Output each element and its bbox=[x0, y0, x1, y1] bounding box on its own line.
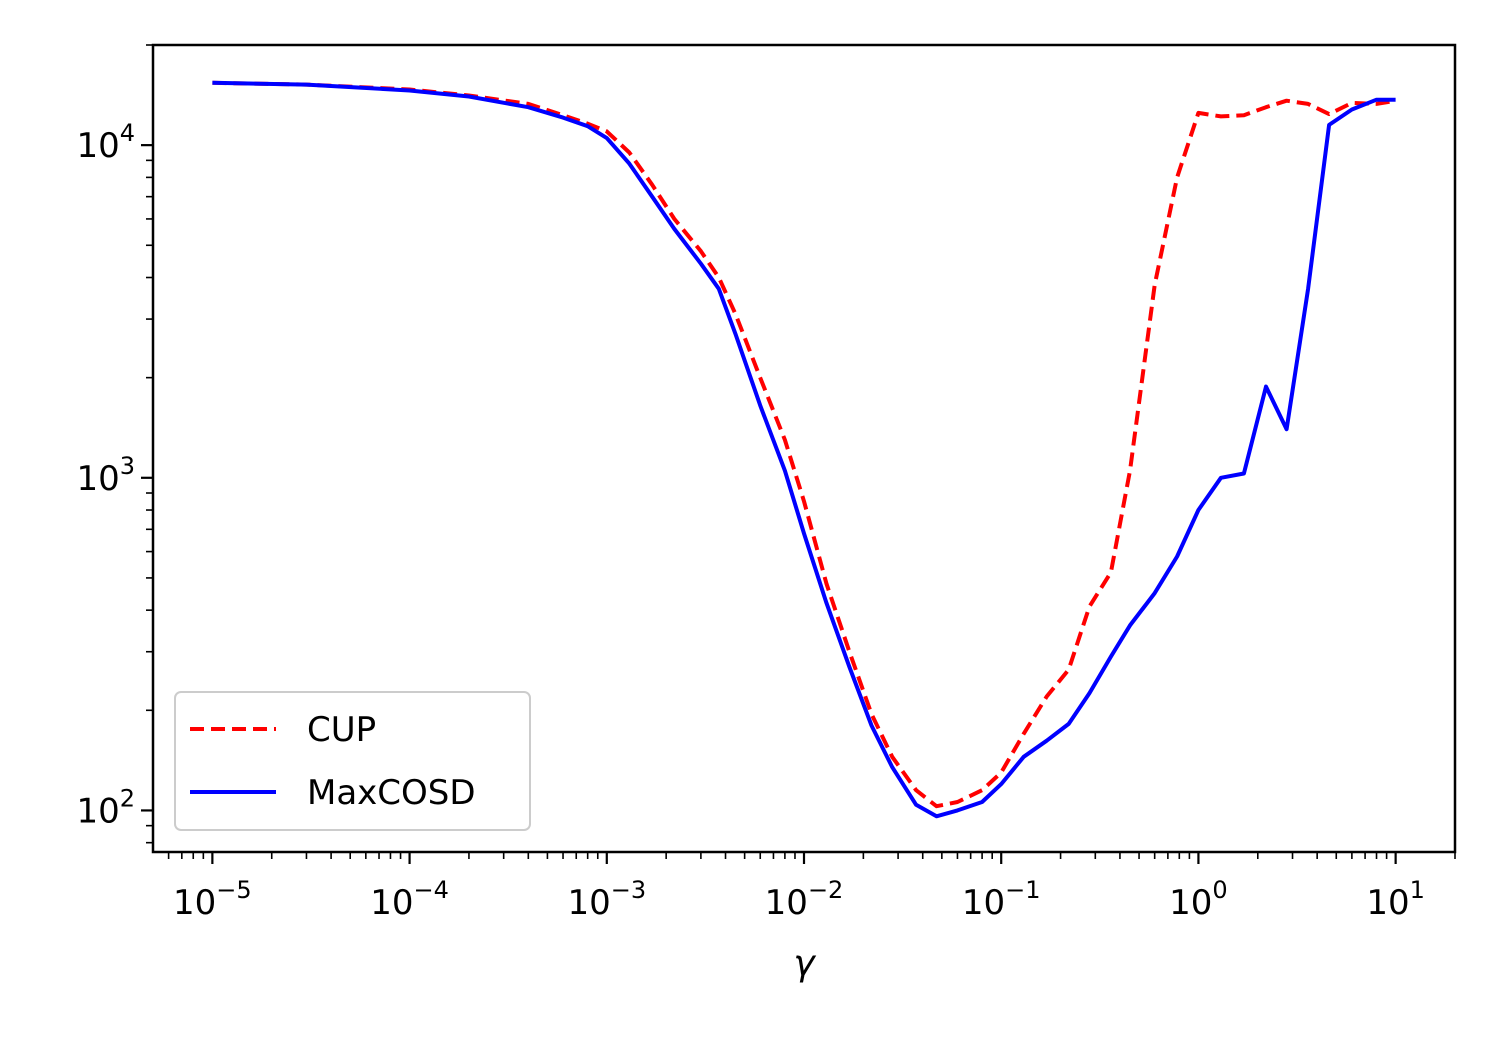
x-tick-label: 101 bbox=[1366, 876, 1425, 923]
x-tick-label: 10−4 bbox=[370, 876, 449, 923]
legend: CUP MaxCOSD bbox=[174, 691, 531, 831]
x-tick-label: 10−1 bbox=[962, 876, 1041, 923]
y-tick-label: 102 bbox=[76, 784, 135, 831]
x-axis: 10−5 10−4 10−3 10−2 10−1 100 101 bbox=[167, 852, 1456, 923]
x-tick-label: 10−5 bbox=[173, 876, 252, 923]
legend-box bbox=[174, 691, 531, 831]
y-tick-label: 104 bbox=[76, 119, 135, 166]
x-axis-label: γ bbox=[793, 943, 816, 984]
x-tick-label: 10−2 bbox=[765, 876, 844, 923]
x-tick-label: 100 bbox=[1169, 876, 1228, 923]
legend-label-cup: CUP bbox=[307, 710, 376, 750]
series-line-maxcosd bbox=[212, 80, 1396, 819]
series-line-cup bbox=[212, 80, 1396, 809]
series-layer bbox=[212, 80, 1396, 819]
legend-label-maxcosd: MaxCOSD bbox=[307, 773, 476, 813]
y-axis: 102 103 104 bbox=[76, 44, 153, 844]
x-tick-label: 10−3 bbox=[567, 876, 646, 923]
y-tick-label: 103 bbox=[76, 452, 135, 499]
